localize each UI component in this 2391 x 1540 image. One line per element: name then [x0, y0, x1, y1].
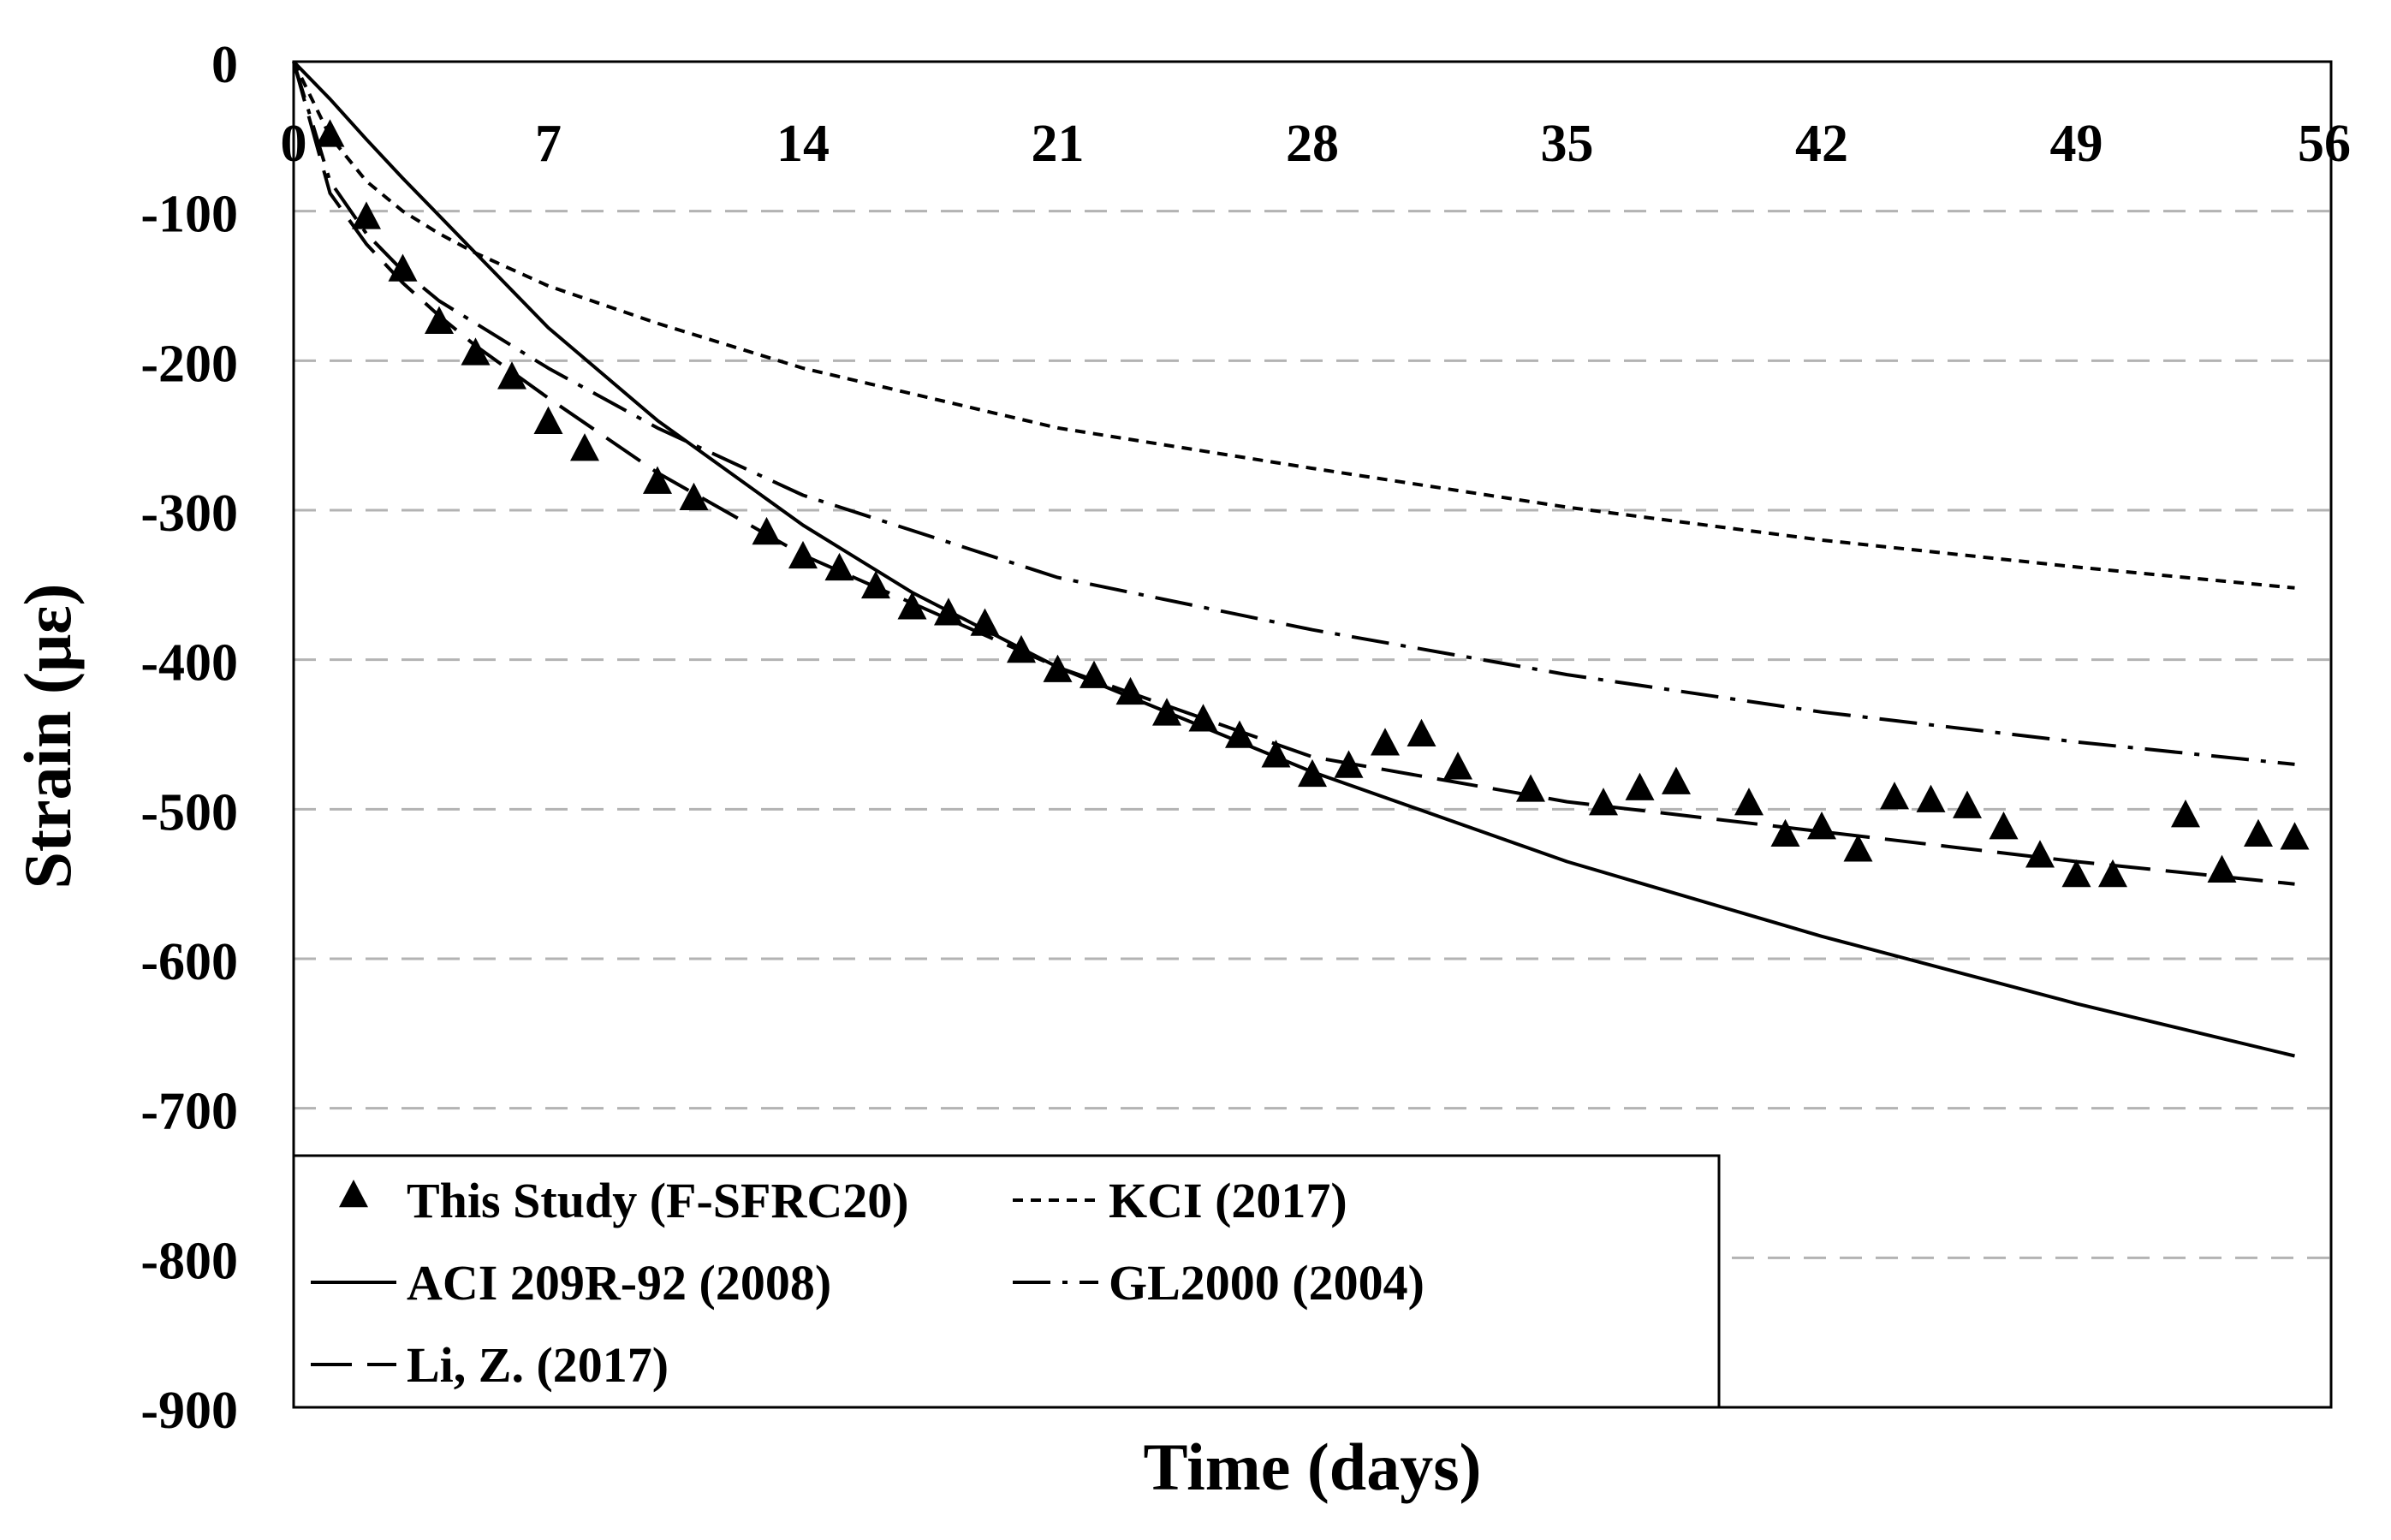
data-point-marker — [2061, 859, 2091, 888]
y-tick-label: 0 — [211, 36, 238, 94]
data-point-marker — [1770, 818, 1800, 847]
x-tick-label: 42 — [1795, 115, 1848, 173]
x-tick-label: 28 — [1286, 115, 1339, 173]
y-tick-label: -300 — [140, 485, 238, 543]
y-tick-label: -400 — [140, 634, 238, 693]
data-point-marker — [1371, 728, 1400, 756]
data-point-marker — [570, 433, 599, 461]
legend-entry: This Study (F-SFRC20) — [339, 1173, 909, 1228]
y-tick-label: -600 — [140, 933, 238, 991]
series-line-li-z-2017 — [292, 61, 2295, 886]
series-line-kci-2017 — [292, 61, 2295, 590]
data-point-marker — [970, 608, 1000, 636]
data-point-marker — [1080, 660, 1109, 688]
data-point-marker — [2025, 840, 2055, 868]
data-point-marker — [1916, 784, 1946, 812]
data-point-marker — [824, 552, 854, 581]
x-tick-label: 14 — [776, 115, 830, 173]
x-tick-label: 7 — [535, 115, 562, 173]
data-point-marker — [1807, 812, 1836, 840]
legend-entry: GL2000 (2004) — [1013, 1255, 1424, 1311]
data-point-marker — [2171, 800, 2200, 828]
data-point-marker — [1589, 788, 1618, 816]
data-point-marker — [1625, 772, 1655, 800]
data-point-marker — [2098, 859, 2127, 888]
y-tick-label: -800 — [140, 1232, 238, 1290]
legend-label: This Study (F-SFRC20) — [407, 1173, 909, 1228]
data-point-marker — [1734, 788, 1764, 816]
data-point-marker — [1407, 718, 1436, 747]
x-tick-label: 56 — [2298, 115, 2351, 173]
y-tick-label: -500 — [140, 783, 238, 841]
legend-marker — [339, 1179, 368, 1208]
series-line-aci-209r-92-2008 — [292, 60, 2295, 1058]
legend-entry: ACI 209R-92 (2008) — [311, 1255, 831, 1311]
data-point-marker — [2244, 818, 2273, 847]
data-point-marker — [461, 337, 491, 366]
y-tick-label: -700 — [140, 1083, 238, 1141]
legend-label: GL2000 (2004) — [1109, 1255, 1424, 1311]
x-tick-label: 35 — [1541, 115, 1594, 173]
x-tick-label: 0 — [281, 115, 307, 173]
legend-label: KCI (2017) — [1109, 1173, 1347, 1228]
x-tick-label: 21 — [1032, 115, 1085, 173]
data-point-marker — [1225, 720, 1254, 748]
data-point-marker — [1516, 774, 1545, 802]
legend-entry: Li, Z. (2017) — [311, 1337, 669, 1393]
legend-entry: KCI (2017) — [1013, 1173, 1347, 1228]
data-point-marker — [352, 201, 381, 229]
series-this-study-f-sfrc20 — [315, 119, 2310, 888]
legend-label: Li, Z. (2017) — [407, 1337, 669, 1393]
data-point-marker — [1989, 812, 2019, 840]
y-axis-title: Strain (με) — [10, 583, 85, 889]
data-point-marker — [533, 406, 563, 434]
y-tick-label: -100 — [140, 186, 238, 244]
series-line-gl2000-2004 — [292, 61, 2295, 766]
x-axis-title: Time (days) — [1143, 1430, 1481, 1504]
data-point-marker — [679, 482, 709, 511]
y-tick-label: -200 — [140, 335, 238, 393]
data-point-marker — [643, 466, 672, 494]
x-tick-label: 49 — [2050, 115, 2103, 173]
data-point-marker — [1843, 834, 1873, 862]
data-point-marker — [425, 306, 454, 334]
data-point-marker — [1115, 676, 1145, 705]
legend-label: ACI 209R-92 (2008) — [407, 1255, 831, 1311]
legend-box — [292, 1154, 1721, 1409]
data-point-marker — [897, 592, 927, 620]
data-point-marker — [1662, 766, 1691, 794]
data-point-marker — [1880, 782, 1909, 810]
data-point-marker — [2280, 822, 2310, 850]
data-point-marker — [1953, 790, 1982, 818]
y-tick-label: -900 — [140, 1382, 238, 1440]
data-point-marker — [1443, 752, 1472, 780]
data-point-marker — [497, 361, 526, 389]
